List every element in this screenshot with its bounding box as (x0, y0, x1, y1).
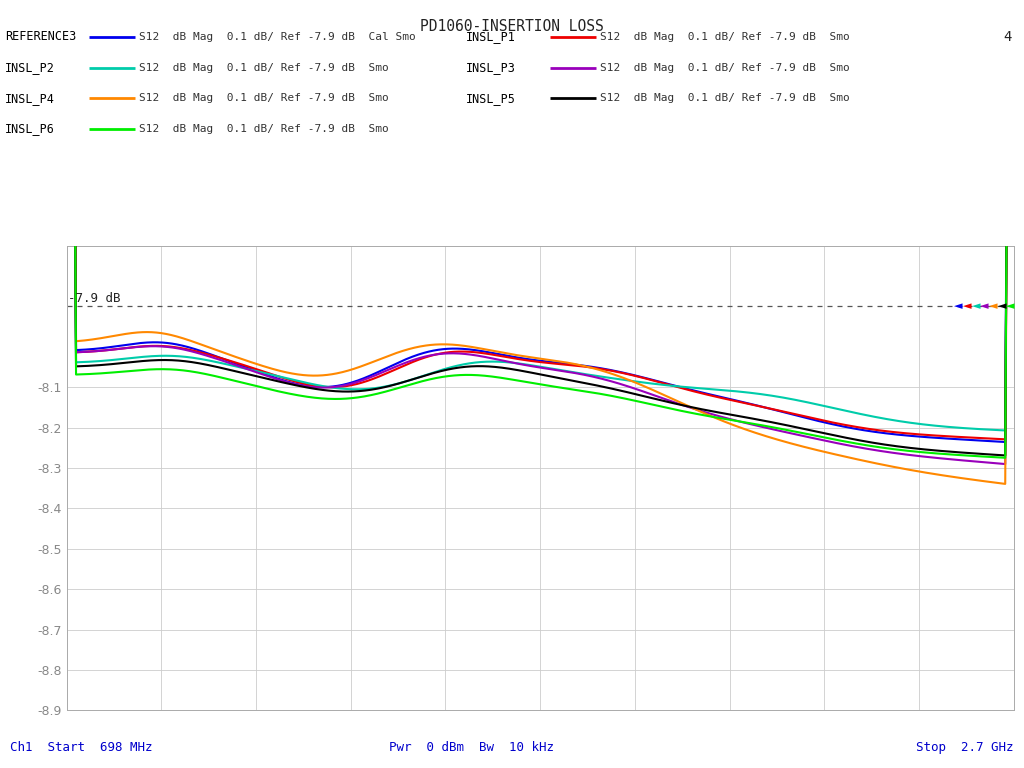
Text: INSL_P5: INSL_P5 (466, 92, 516, 104)
Text: REFERENCE3: REFERENCE3 (5, 31, 77, 43)
Text: ◄: ◄ (989, 301, 997, 311)
Text: ◄: ◄ (980, 301, 989, 311)
Text: S12  dB Mag  0.1 dB/ Ref -7.9 dB  Smo: S12 dB Mag 0.1 dB/ Ref -7.9 dB Smo (139, 93, 389, 104)
Text: S12  dB Mag  0.1 dB/ Ref -7.9 dB  Cal Smo: S12 dB Mag 0.1 dB/ Ref -7.9 dB Cal Smo (139, 31, 416, 42)
Text: S12  dB Mag  0.1 dB/ Ref -7.9 dB  Smo: S12 dB Mag 0.1 dB/ Ref -7.9 dB Smo (139, 124, 389, 134)
Text: S12  dB Mag  0.1 dB/ Ref -7.9 dB  Smo: S12 dB Mag 0.1 dB/ Ref -7.9 dB Smo (600, 31, 850, 42)
Text: PD1060-INSERTION LOSS: PD1060-INSERTION LOSS (420, 19, 604, 35)
Text: ◄: ◄ (963, 301, 972, 311)
Text: S12  dB Mag  0.1 dB/ Ref -7.9 dB  Smo: S12 dB Mag 0.1 dB/ Ref -7.9 dB Smo (139, 62, 389, 73)
Text: INSL_P4: INSL_P4 (5, 92, 55, 104)
Text: INSL_P2: INSL_P2 (5, 61, 55, 74)
Text: S12  dB Mag  0.1 dB/ Ref -7.9 dB  Smo: S12 dB Mag 0.1 dB/ Ref -7.9 dB Smo (600, 93, 850, 104)
Text: ◄: ◄ (972, 301, 980, 311)
Text: INSL_P6: INSL_P6 (5, 123, 55, 135)
Text: S12  dB Mag  0.1 dB/ Ref -7.9 dB  Smo: S12 dB Mag 0.1 dB/ Ref -7.9 dB Smo (600, 62, 850, 73)
Text: ◄: ◄ (954, 301, 963, 311)
Text: ◄: ◄ (997, 301, 1007, 311)
Text: 4: 4 (1004, 30, 1012, 44)
Text: Stop  2.7 GHz: Stop 2.7 GHz (916, 741, 1014, 754)
Text: ◄: ◄ (1007, 301, 1015, 311)
Text: Ch1  Start  698 MHz: Ch1 Start 698 MHz (10, 741, 153, 754)
Text: INSL_P3: INSL_P3 (466, 61, 516, 74)
Text: -7.9 dB: -7.9 dB (69, 292, 121, 305)
Text: Pwr  0 dBm  Bw  10 kHz: Pwr 0 dBm Bw 10 kHz (388, 741, 554, 754)
Text: INSL_P1: INSL_P1 (466, 31, 516, 43)
